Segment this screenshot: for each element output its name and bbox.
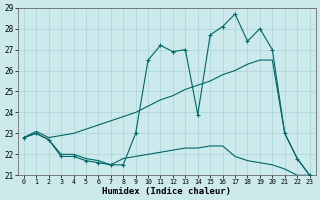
X-axis label: Humidex (Indice chaleur): Humidex (Indice chaleur)	[102, 187, 231, 196]
